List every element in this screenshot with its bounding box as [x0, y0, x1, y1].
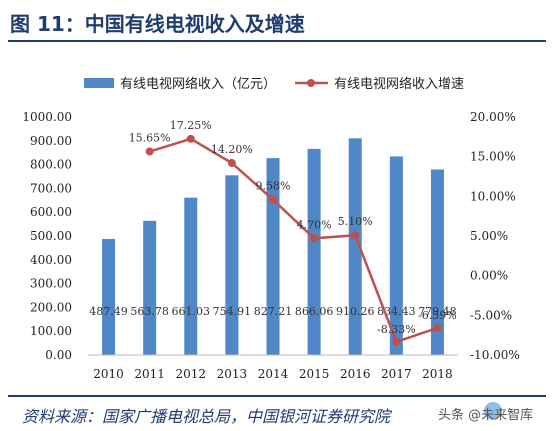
line-value-label: -8.33%	[377, 323, 416, 336]
bar-value-label: 563.78	[130, 305, 169, 318]
right-tick-label: -10.00%	[470, 348, 520, 362]
right-tick-label: 15.00%	[470, 150, 516, 164]
bar	[266, 158, 280, 355]
line-point	[310, 234, 319, 243]
legend-line-label: 有线电视网络收入增速	[334, 76, 464, 92]
bar-value-label: 827.21	[254, 305, 293, 318]
chart-title: 图 11：中国有线电视收入及增速	[10, 12, 305, 36]
x-tick-label: 2015	[299, 367, 330, 381]
x-tick-label: 2014	[258, 367, 289, 381]
right-axis: -10.00% -5.00% 0.00% 5.00% 10.00% 15.00% 20.00…	[470, 110, 520, 362]
line-value-label: 14.20%	[211, 143, 253, 156]
left-tick-label: 500.00	[30, 229, 72, 243]
x-tick-label: 2017	[381, 367, 412, 381]
footer-divider	[8, 395, 546, 397]
x-tick-label: 2011	[134, 367, 165, 381]
left-tick-label: 200.00	[30, 300, 72, 314]
left-tick-label: 100.00	[30, 324, 72, 338]
bar	[102, 238, 116, 355]
bar	[389, 156, 403, 355]
legend-bar-label: 有线电视网络收入（亿元）	[120, 76, 276, 92]
left-tick-label: 800.00	[30, 158, 72, 172]
left-tick-label: 0.00	[45, 348, 72, 362]
line-value-label: 5.10%	[338, 215, 373, 228]
growth-line	[149, 137, 438, 344]
chart: 有线电视网络收入（亿元） 有线电视网络收入增速 0.00 100.00 200.00 3…	[22, 76, 520, 381]
line-point	[186, 134, 195, 143]
x-tick-label: 2010	[93, 367, 124, 381]
line-value-label: 4.70%	[297, 218, 332, 231]
x-tick-label: 2012	[176, 367, 207, 381]
line-value-label: 17.25%	[170, 119, 212, 132]
legend-bar-swatch	[84, 78, 114, 88]
line-value-label: 15.65%	[129, 132, 171, 145]
line-point	[227, 159, 236, 168]
left-tick-label: 300.00	[30, 277, 72, 291]
left-tick-label: 700.00	[30, 181, 72, 195]
right-tick-label: 20.00%	[470, 110, 516, 124]
bar-value-label: 487.49	[89, 305, 128, 318]
bar-value-label: 910.26	[336, 305, 375, 318]
left-tick-label: 400.00	[30, 253, 72, 267]
line-series	[145, 134, 442, 346]
title-divider	[8, 40, 546, 42]
left-tick-label: 600.00	[30, 205, 72, 219]
x-tick-label: 2018	[422, 367, 453, 381]
line-point	[433, 323, 442, 332]
right-tick-label: 5.00%	[470, 229, 508, 243]
right-tick-label: -5.00%	[470, 308, 512, 322]
bar-labels: 487.49 563.78 661.03 754.91 827.21 866.06 910.…	[89, 305, 456, 318]
x-axis: 2010 2011 2012 2013 2014 2015 2016 2017 2018	[88, 354, 458, 381]
left-axis: 0.00 100.00 200.00 300.00 400.00 500.00 600.00…	[22, 110, 72, 362]
bar	[348, 138, 362, 355]
bar	[143, 220, 157, 355]
title-bar: 图 11：中国有线电视收入及增速	[0, 0, 554, 40]
line-point	[392, 337, 401, 346]
line-point	[145, 147, 154, 156]
legend-line-marker	[307, 79, 315, 87]
line-labels: 15.65%17.25% 14.20% 9.58% 4.70% 5.10% -8.33%-…	[129, 119, 457, 336]
source-note: 资料来源：国家广播电视总局，中国银河证券研究院	[22, 407, 391, 426]
line-point	[351, 231, 360, 240]
bar-series	[102, 138, 444, 355]
line-point	[269, 195, 277, 204]
watermark-logo-icon	[484, 402, 502, 420]
left-tick-label: 1000.00	[22, 110, 72, 124]
x-tick-label: 2013	[217, 367, 248, 381]
watermark: 头条 @未来智库	[438, 408, 534, 423]
bar-value-label: 866.06	[295, 305, 334, 318]
bar-value-label: 754.91	[213, 305, 252, 318]
bar-value-label: 661.03	[172, 305, 211, 318]
bar	[184, 197, 198, 355]
legend: 有线电视网络收入（亿元） 有线电视网络收入增速	[84, 76, 464, 92]
right-tick-label: 0.00%	[470, 269, 508, 283]
line-value-label: 9.58%	[256, 180, 291, 193]
left-tick-label: 900.00	[30, 134, 72, 148]
bar-value-label: 779.48	[418, 305, 457, 318]
line-value-label: -6.59%	[418, 309, 457, 322]
bar	[430, 169, 444, 355]
bar	[307, 148, 321, 355]
bar	[225, 175, 239, 355]
x-tick-label: 2016	[340, 367, 371, 381]
right-tick-label: 10.00%	[470, 189, 516, 203]
